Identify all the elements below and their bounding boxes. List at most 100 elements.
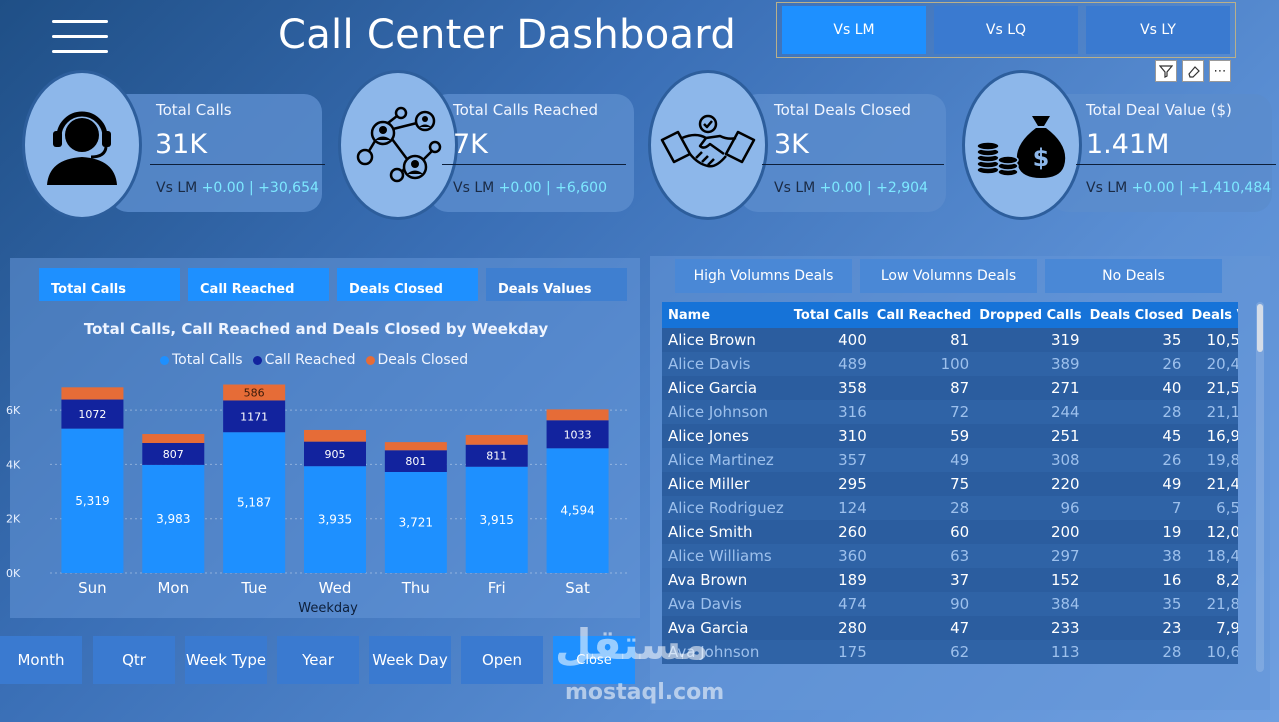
column-header[interactable]: Call Reached <box>872 302 976 328</box>
column-header[interactable]: Total Calls <box>789 302 873 328</box>
x-tick-label: Sat <box>565 579 590 597</box>
bar-total-calls[interactable] <box>546 448 609 573</box>
bar-deals-closed[interactable] <box>142 434 205 443</box>
filter-week-type-button[interactable]: Week Type <box>185 636 267 684</box>
bar-deals-closed[interactable] <box>546 409 609 421</box>
filter-week-day-button[interactable]: Week Day <box>369 636 451 684</box>
bar-call-reached[interactable] <box>142 442 205 465</box>
tab-total-calls[interactable]: Total Calls <box>39 268 180 301</box>
table-cell: 297 <box>975 544 1086 568</box>
filter-month-button[interactable]: Month <box>0 636 82 684</box>
kpi-value: 3K <box>774 129 809 160</box>
filter-close-button[interactable]: Close <box>553 636 635 684</box>
table-cell: 384 <box>975 592 1086 616</box>
legend-item[interactable]: Call Reached <box>252 352 356 368</box>
bar-call-reached[interactable] <box>304 441 366 467</box>
table-cell: 49 <box>872 448 976 472</box>
table-cell: 81 <box>872 328 976 352</box>
x-tick-label: Tue <box>240 579 267 597</box>
tab-high-volume-deals[interactable]: High Volumns Deals <box>675 259 852 293</box>
kpi-value: 31K <box>155 129 208 160</box>
bar-total-calls[interactable] <box>384 472 447 573</box>
more-options-icon[interactable]: ⋯ <box>1209 60 1231 82</box>
bar-call-reached[interactable] <box>384 450 447 473</box>
bar-total-calls[interactable] <box>465 466 528 573</box>
filter-year-button[interactable]: Year <box>277 636 359 684</box>
kpi-circle <box>338 70 458 220</box>
stacked-bar-chart: 0K 2K 4K 6K 5,319 1072 Sun 3,983 807 Mon 5,187 1171… <box>6 384 628 616</box>
table-cell: 75 <box>872 472 976 496</box>
table-cell: 28 <box>1085 400 1188 424</box>
bar-call-reached[interactable] <box>465 444 528 467</box>
tab-low-volume-deals[interactable]: Low Volumns Deals <box>860 259 1037 293</box>
bar-deals-closed[interactable] <box>465 434 528 445</box>
kpi-card-total-calls <box>110 94 322 212</box>
table-cell: 20,453.05 <box>1187 352 1238 376</box>
chart-legend: Total Calls Call Reached Deals Closed <box>160 352 468 368</box>
bar-deals-closed[interactable] <box>61 387 124 400</box>
table-cell: 47 <box>872 616 976 640</box>
legend-item[interactable]: Deals Closed <box>365 352 468 368</box>
table-cell: Alice Davis <box>662 352 790 376</box>
table-cell: 360 <box>789 544 873 568</box>
bar-deals-closed[interactable] <box>223 384 286 401</box>
tab-call-reached[interactable]: Call Reached <box>188 268 329 301</box>
legend-item[interactable]: Total Calls <box>160 352 243 368</box>
bar-total-calls[interactable] <box>142 464 205 573</box>
bar-total-calls[interactable] <box>61 428 124 573</box>
tab-deals-values[interactable]: Deals Values <box>486 268 627 301</box>
table-cell: 113 <box>975 640 1086 664</box>
filter-icon[interactable] <box>1155 60 1177 82</box>
column-header[interactable]: Deals Closed <box>1085 302 1188 328</box>
data-label: 3,721 <box>399 516 433 530</box>
tab-deals-closed[interactable]: Deals Closed <box>337 268 478 301</box>
compare-vs-lq-button[interactable]: Vs LQ <box>934 6 1078 54</box>
table-cell: 220 <box>975 472 1086 496</box>
column-header[interactable]: Dropped Calls <box>975 302 1086 328</box>
table-cell: Alice Brown <box>662 328 790 352</box>
tab-no-deals[interactable]: No Deals <box>1045 259 1222 293</box>
table-cell: 474 <box>789 592 873 616</box>
compare-vs-lm-button[interactable]: Vs LM <box>782 6 926 54</box>
table-scrollbar-thumb[interactable] <box>1257 304 1263 352</box>
table-cell: 60 <box>872 520 976 544</box>
table-cell: 37 <box>872 568 976 592</box>
eraser-icon[interactable] <box>1182 60 1204 82</box>
table-cell: 63 <box>872 544 976 568</box>
column-header[interactable]: Deals Values <box>1187 302 1238 328</box>
table-cell: 16 <box>1085 568 1188 592</box>
bar-deals-closed[interactable] <box>384 442 447 451</box>
bar-call-reached[interactable] <box>223 400 286 433</box>
compare-vs-ly-button[interactable]: Vs LY <box>1086 6 1230 54</box>
table-cell: 251 <box>975 424 1086 448</box>
table-cell: 280 <box>789 616 873 640</box>
table-cell: 19 <box>1085 520 1188 544</box>
filter-open-button[interactable]: Open <box>461 636 543 684</box>
compare-slicer-frame <box>776 2 1236 58</box>
bar-deals-closed[interactable] <box>304 429 366 442</box>
bar-call-reached[interactable] <box>61 399 124 429</box>
table-scrollbar[interactable] <box>1256 302 1264 672</box>
bar-total-calls[interactable] <box>304 466 366 573</box>
bar-total-calls[interactable] <box>223 432 286 573</box>
table-cell: 87 <box>872 376 976 400</box>
bar-call-reached[interactable] <box>546 420 609 449</box>
filter-qtr-button[interactable]: Qtr <box>93 636 175 684</box>
table-cell: 26 <box>1085 352 1188 376</box>
menu-hamburger-icon[interactable] <box>52 20 108 54</box>
column-header[interactable]: Name <box>662 302 790 328</box>
